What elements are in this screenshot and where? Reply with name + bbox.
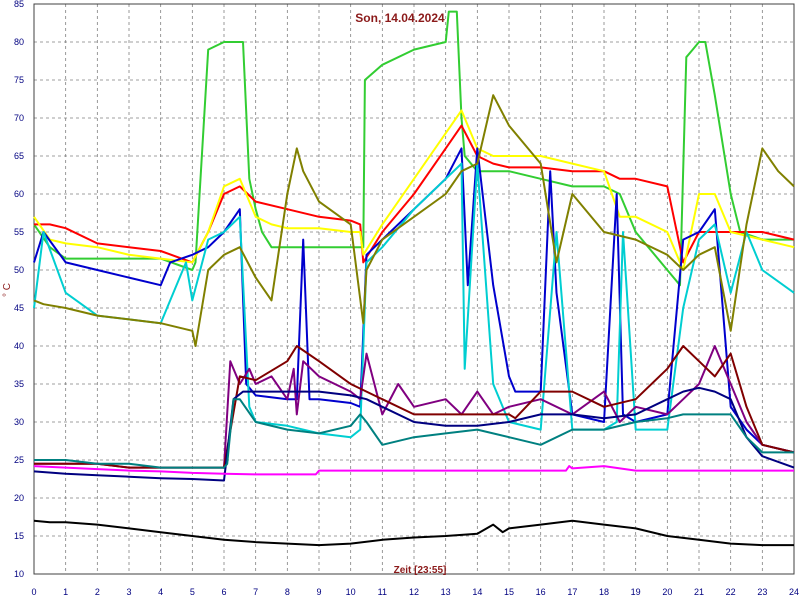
plot-area [34, 4, 794, 579]
plot-frame [33, 3, 795, 575]
series-line-11 [33, 465, 794, 476]
y-tick-label: 15 [14, 531, 24, 541]
y-tick-label: 75 [14, 75, 24, 85]
y-tick-label: 45 [14, 303, 24, 313]
chart-title: Son, 14.04.2024 [355, 11, 445, 25]
y-tick-label: 55 [14, 227, 24, 237]
series-line-7 [34, 345, 795, 469]
x-tick-label: 10 [346, 587, 356, 597]
y-tick-label: 65 [14, 151, 24, 161]
series-group [33, 10, 795, 547]
y-tick-label: 20 [14, 493, 24, 503]
x-tick-label: 19 [631, 587, 641, 597]
x-tick-label: 18 [599, 587, 609, 597]
x-tick-label: 5 [190, 587, 195, 597]
x-tick-label: 9 [316, 587, 321, 597]
series-line-12 [33, 519, 794, 547]
y-axis-label: ° C [2, 283, 13, 297]
x-tick-label: 24 [789, 587, 799, 597]
x-tick-label: 2 [95, 587, 100, 597]
series-line-3 [33, 109, 795, 271]
y-tick-label: 35 [14, 379, 24, 389]
x-tick-label: 1 [63, 587, 68, 597]
series-line-5 [33, 162, 795, 439]
y-tick-label: 10 [14, 569, 24, 579]
x-tick-label: 8 [285, 587, 290, 597]
series-line-10 [34, 398, 794, 469]
x-tick-label: 20 [662, 587, 672, 597]
x-tick-label: 13 [441, 587, 451, 597]
x-tick-label: 21 [694, 587, 704, 597]
x-tick-label: 7 [253, 587, 258, 597]
x-tick-label: 22 [726, 587, 736, 597]
x-tick-label: 4 [158, 587, 163, 597]
x-tick-label: 17 [567, 587, 577, 597]
x-tick-label: 14 [472, 587, 482, 597]
x-tick-label: 6 [221, 587, 226, 597]
y-tick-label: 25 [14, 455, 24, 465]
x-tick-label: 16 [536, 587, 546, 597]
series-line-1 [33, 10, 794, 287]
x-tick-label: 0 [31, 587, 36, 597]
x-tick-labels: 0 1 2 3 4 5 6 7 8 9 10 11 12 13 14 15 16 17 18 19 20 21 22 23 24 [31, 587, 799, 597]
series-line-6 [33, 94, 795, 347]
series-line-9 [33, 386, 795, 482]
y-tick-labels: 10 15 20 25 30 35 40 45 50 55 60 65 70 75 80 85 [14, 0, 24, 579]
y-tick-label: 30 [14, 417, 24, 427]
y-tick-label: 60 [14, 189, 24, 199]
x-tick-label: 15 [504, 587, 514, 597]
x-tick-label: 23 [757, 587, 767, 597]
x-tick-label: 3 [126, 587, 131, 597]
x-tick-label: 11 [378, 587, 387, 597]
y-tick-label: 80 [14, 37, 24, 47]
y-tick-label: 50 [14, 265, 24, 275]
y-tick-label: 70 [14, 113, 24, 123]
x-tick-label: 12 [409, 587, 419, 597]
y-tick-label: 40 [14, 341, 24, 351]
y-tick-label: 85 [14, 0, 24, 9]
x-axis-label: Zeit [23:55] [394, 565, 447, 576]
